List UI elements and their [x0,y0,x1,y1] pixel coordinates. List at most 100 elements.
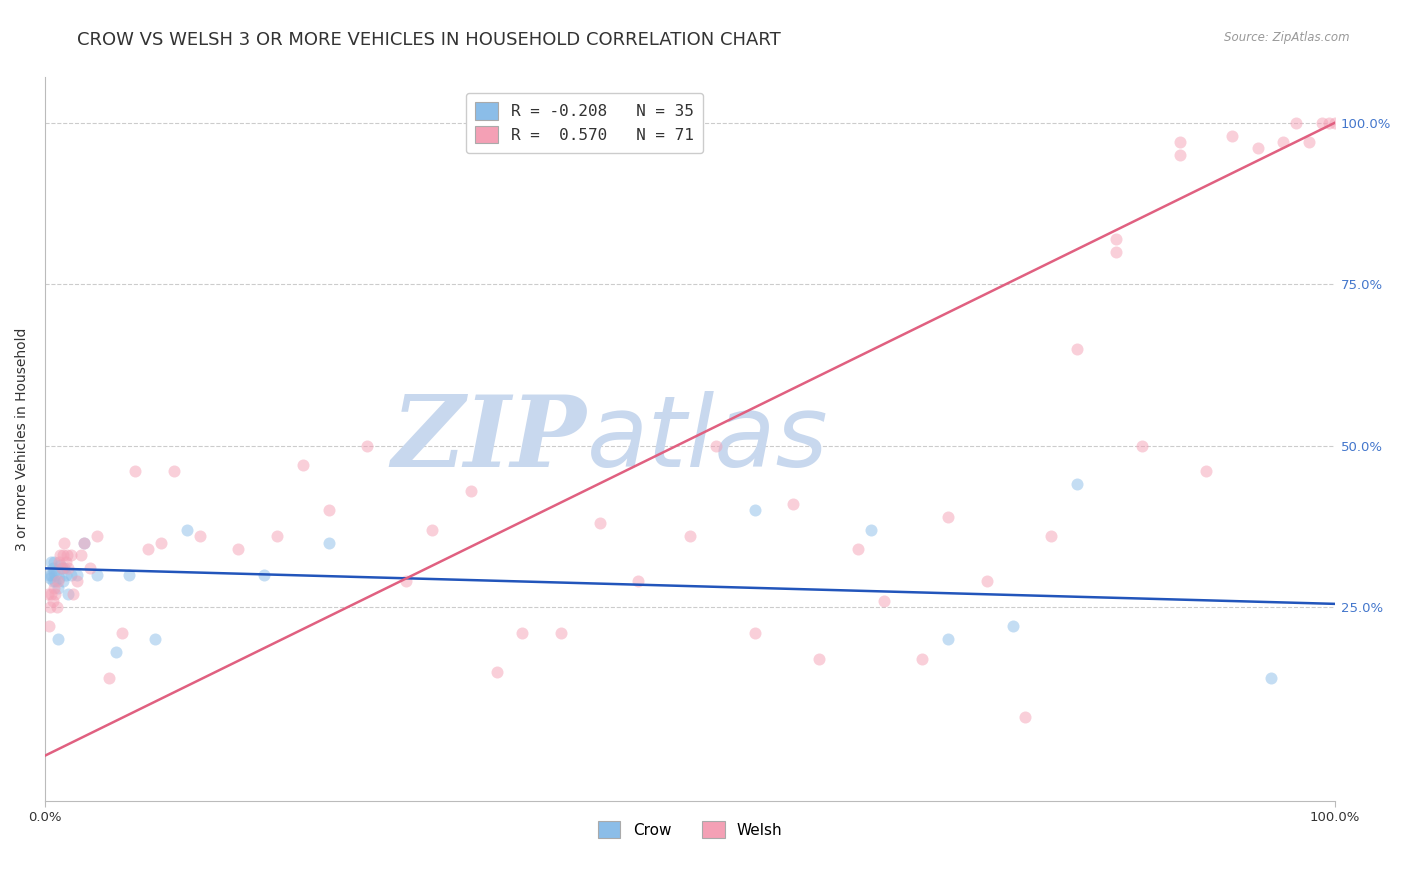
Point [485,665,508,679]
Point [704,439,727,453]
Point [395,574,418,589]
Point [1220,128,1243,143]
Point [1272,135,1295,149]
Point [1066,477,1088,491]
Point [51,561,73,575]
Point [52,549,75,563]
Point [1246,141,1268,155]
Point [62,587,84,601]
Point [936,632,959,647]
Point [38,619,60,633]
Point [49,558,72,573]
Point [70,549,93,563]
Point [143,632,166,647]
Point [188,529,211,543]
Point [44,587,66,601]
Point [46,632,69,647]
Point [420,523,443,537]
Point [41,555,63,569]
Point [356,439,378,453]
Point [48,555,70,569]
Point [782,497,804,511]
Point [1195,465,1218,479]
Point [41,567,63,582]
Point [1066,342,1088,356]
Point [41,593,63,607]
Point [176,523,198,537]
Point [59,567,82,582]
Point [1285,116,1308,130]
Point [41,574,63,589]
Point [936,509,959,524]
Point [39,600,62,615]
Point [37,587,59,601]
Point [291,458,314,472]
Point [49,549,72,563]
Point [253,567,276,582]
Point [104,645,127,659]
Point [51,561,73,575]
Point [150,535,173,549]
Point [744,503,766,517]
Text: CROW VS WELSH 3 OR MORE VEHICLES IN HOUSEHOLD CORRELATION CHART: CROW VS WELSH 3 OR MORE VEHICLES IN HOUS… [77,31,782,49]
Point [1298,135,1320,149]
Point [872,593,894,607]
Point [859,523,882,537]
Point [627,574,650,589]
Point [510,626,533,640]
Point [1168,148,1191,162]
Point [38,567,60,582]
Point [58,587,80,601]
Point [266,529,288,543]
Point [53,561,76,575]
Point [808,652,831,666]
Text: atlas: atlas [586,391,828,488]
Point [124,465,146,479]
Point [53,535,76,549]
Point [66,574,89,589]
Point [111,626,134,640]
Point [118,567,141,582]
Point [59,549,82,563]
Point [46,574,69,589]
Point [460,483,482,498]
Point [318,535,340,549]
Point [58,561,80,575]
Y-axis label: 3 or more Vehicles in Household: 3 or more Vehicles in Household [15,327,30,551]
Point [976,574,998,589]
Point [163,465,186,479]
Text: ZIP: ZIP [392,391,586,487]
Point [1317,116,1340,130]
Point [846,541,869,556]
Point [1014,710,1036,724]
Point [1105,244,1128,259]
Point [1168,135,1191,149]
Point [1130,439,1153,453]
Point [73,535,96,549]
Point [44,567,66,582]
Point [56,549,79,563]
Point [52,574,75,589]
Point [79,561,101,575]
Point [1040,529,1063,543]
Point [228,541,250,556]
Point [1001,619,1024,633]
Point [48,571,70,585]
Point [39,571,62,585]
Point [45,600,67,615]
Point [73,535,96,549]
Point [41,561,63,575]
Point [86,529,108,543]
Point [679,529,702,543]
Point [1260,671,1282,685]
Point [86,567,108,582]
Point [46,581,69,595]
Point [66,567,89,582]
Point [42,581,65,595]
Point [41,587,63,601]
Point [42,565,65,579]
Point [98,671,121,685]
Point [589,516,612,530]
Point [744,626,766,640]
Point [136,541,159,556]
